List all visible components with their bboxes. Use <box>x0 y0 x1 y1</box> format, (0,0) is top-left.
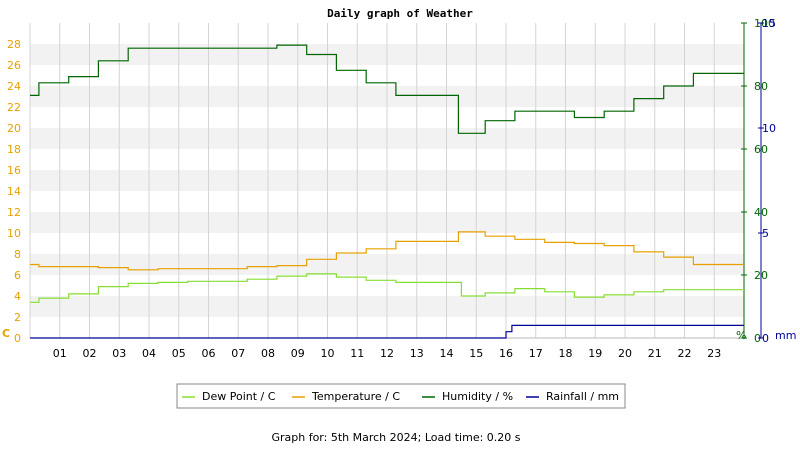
temp-tick-label: 12 <box>7 206 21 219</box>
temp-tick-label: 6 <box>14 269 21 282</box>
rainfall-tick-label: 15 <box>762 17 776 30</box>
hour-tick-label: 19 <box>588 347 602 360</box>
hour-tick-label: 12 <box>380 347 394 360</box>
hour-tick-label: 17 <box>529 347 543 360</box>
hour-tick-label: 18 <box>559 347 573 360</box>
hour-tick-label: 05 <box>172 347 186 360</box>
temp-tick-label: 0 <box>14 332 21 345</box>
temp-tick-label: 14 <box>7 185 21 198</box>
temp-tick-label: 26 <box>7 59 21 72</box>
series-line-humidity <box>30 44 744 134</box>
hour-tick-label: 10 <box>321 347 335 360</box>
hour-tick-label: 06 <box>202 347 216 360</box>
temp-tick-label: 10 <box>7 227 21 240</box>
hour-tick-label: 22 <box>678 347 692 360</box>
hour-tick-label: 03 <box>112 347 126 360</box>
temp-tick-label: 20 <box>7 122 21 135</box>
chart-footer: Graph for: 5th March 2024; Load time: 0.… <box>271 431 520 444</box>
hour-tick-label: 02 <box>83 347 97 360</box>
hour-tick-label: 23 <box>707 347 721 360</box>
legend: Dew Point / C Temperature / C Humidity / %… <box>176 383 626 409</box>
hour-tick-label: 07 <box>231 347 245 360</box>
temp-tick-label: 2 <box>14 311 21 324</box>
rainfall-axis: 0 5 10 15 mm <box>758 17 796 345</box>
hour-tick-label: 13 <box>410 347 424 360</box>
rainfall-axis-unit: mm <box>775 329 796 342</box>
legend-label: Dew Point / C <box>202 390 276 403</box>
rainfall-tick-label: 10 <box>762 122 776 135</box>
hour-tick-label: 09 <box>291 347 305 360</box>
rainfall-tick-label: 0 <box>762 332 769 345</box>
humidity-tick-label: 100 <box>754 17 775 30</box>
legend-label: Rainfall / mm <box>546 390 619 403</box>
temp-tick-label: 28 <box>7 38 21 51</box>
series-layer <box>30 44 744 339</box>
hour-tick-label: 01 <box>53 347 67 360</box>
humidity-axis-unit: % <box>736 329 746 342</box>
chart-title: Daily graph of Weather <box>327 7 473 20</box>
legend-label: Temperature / C <box>311 390 400 403</box>
temp-tick-label: 24 <box>7 80 21 93</box>
temp-axis-unit: C <box>2 327 10 340</box>
temp-tick-label: 4 <box>14 290 21 303</box>
series-line-rainfall-mm <box>30 324 744 339</box>
hour-tick-label: 04 <box>142 347 156 360</box>
rainfall-tick-label: 5 <box>762 227 769 240</box>
legend-box <box>176 383 626 409</box>
temp-tick-label: 18 <box>7 143 21 156</box>
hour-tick-label: 21 <box>648 347 662 360</box>
temp-tick-label: 22 <box>7 101 21 114</box>
hour-tick-label: 16 <box>499 347 513 360</box>
humidity-tick-label: 0 <box>754 332 761 345</box>
hour-tick-label: 08 <box>261 347 275 360</box>
legend-label: Humidity / % <box>442 390 513 403</box>
hour-tick-label: 20 <box>618 347 632 360</box>
temp-tick-label: 16 <box>7 164 21 177</box>
hour-tick-label: 15 <box>469 347 483 360</box>
series-line-temperature-c <box>30 231 744 271</box>
series-line-dew-point-c <box>30 273 744 303</box>
hour-tick-label: 11 <box>350 347 364 360</box>
hour-tick-label: 14 <box>440 347 454 360</box>
temp-tick-label: 8 <box>14 248 21 261</box>
time-axis: 01 02 03 04 05 06 07 08 09 10 11 12 13 14 15 16 17 18 19 20… <box>53 347 722 360</box>
